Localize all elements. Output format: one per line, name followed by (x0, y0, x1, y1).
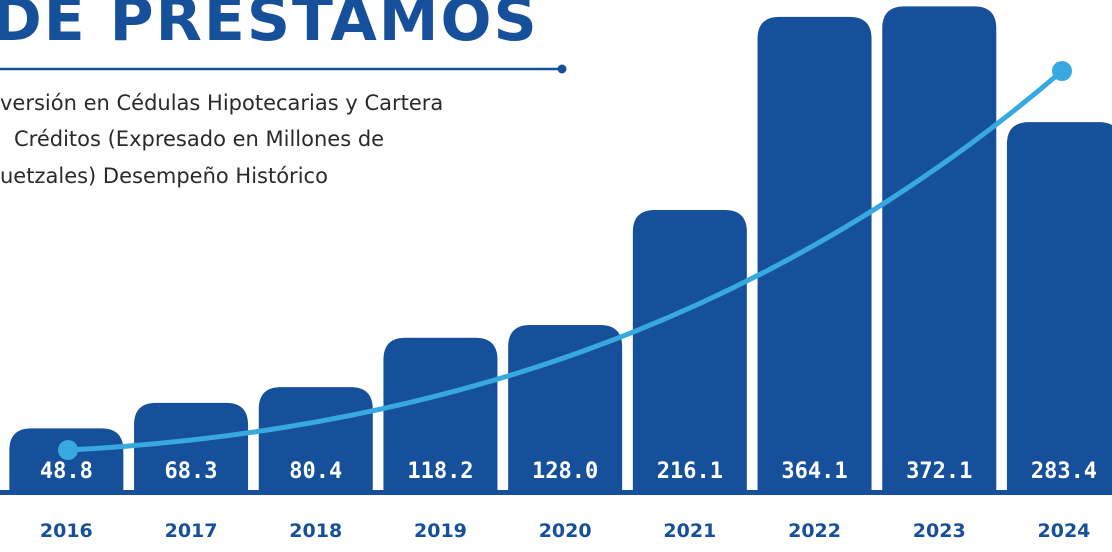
value-label: 216.1 (657, 459, 723, 484)
subtitle: versión en Cédulas Hipotecarias y Carter… (0, 91, 443, 115)
trend-dot (1052, 61, 1072, 81)
value-label: 364.1 (781, 459, 847, 484)
x-tick-label: 2022 (788, 520, 841, 542)
x-tick-label: 2024 (1038, 520, 1091, 542)
chart-title: DE PRESTAMOS (0, 0, 539, 55)
bar (757, 16, 872, 492)
value-label: 283.4 (1031, 459, 1097, 484)
value-label: 80.4 (289, 459, 342, 484)
bar (9, 428, 124, 492)
bar (632, 209, 747, 492)
bars (9, 6, 1112, 493)
subtitle: uetzales) Desempeño Histórico (0, 164, 328, 188)
trend-curve (65, 68, 1065, 453)
x-tick-label: 2016 (40, 520, 93, 542)
title-rule-dot (557, 64, 567, 74)
value-label: 128.0 (532, 459, 598, 484)
labels: 48.8 2016 68.3 2017 80.4 2018 118.2 2019 128.0 20… (40, 459, 1097, 542)
value-label: 118.2 (407, 459, 473, 484)
x-tick-label: 2018 (289, 520, 342, 542)
x-tick-label: 2020 (539, 520, 592, 542)
value-label: 48.8 (40, 459, 93, 484)
baseline (0, 490, 1112, 495)
subtitle: Créditos (Expresado en Millones de (14, 127, 384, 151)
bar (882, 6, 997, 493)
trend-dot (58, 440, 78, 460)
bar (134, 402, 249, 492)
x-tick-label: 2023 (913, 520, 966, 542)
x-tick-label: 2021 (663, 520, 716, 542)
value-label: 372.1 (906, 459, 972, 484)
value-label: 68.3 (165, 459, 218, 484)
bar (1006, 122, 1112, 492)
x-tick-label: 2019 (414, 520, 467, 542)
bar (383, 337, 498, 492)
x-tick-label: 2017 (165, 520, 218, 542)
bar (258, 387, 373, 492)
